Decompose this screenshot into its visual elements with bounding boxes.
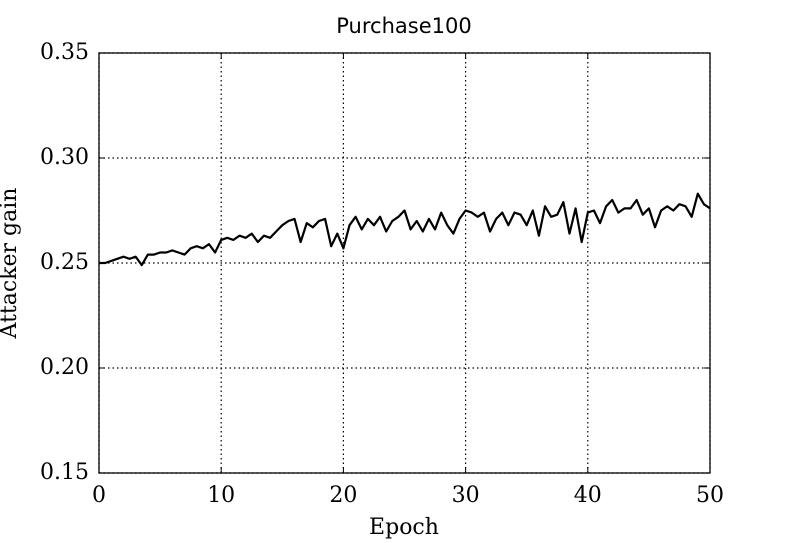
y-tick-label: 0.30 [40,145,89,170]
x-tick-label: 20 [329,483,357,508]
chart-title: Purchase100 [336,14,471,38]
x-axis-label: Epoch [369,515,439,540]
x-tick-label: 50 [696,483,724,508]
y-tick-label: 0.15 [40,460,89,485]
x-tick-label: 0 [92,483,106,508]
data-line [99,192,711,267]
y-tick-label: 0.35 [40,40,89,65]
y-tick-label: 0.20 [40,355,89,380]
y-tick-label: 0.25 [40,250,89,275]
x-tick-label: 10 [207,483,235,508]
x-tick-label: 40 [574,483,602,508]
plot-frame [98,52,711,474]
x-tick-label: 30 [452,483,480,508]
y-axis-label: Attacker gain [0,188,22,340]
